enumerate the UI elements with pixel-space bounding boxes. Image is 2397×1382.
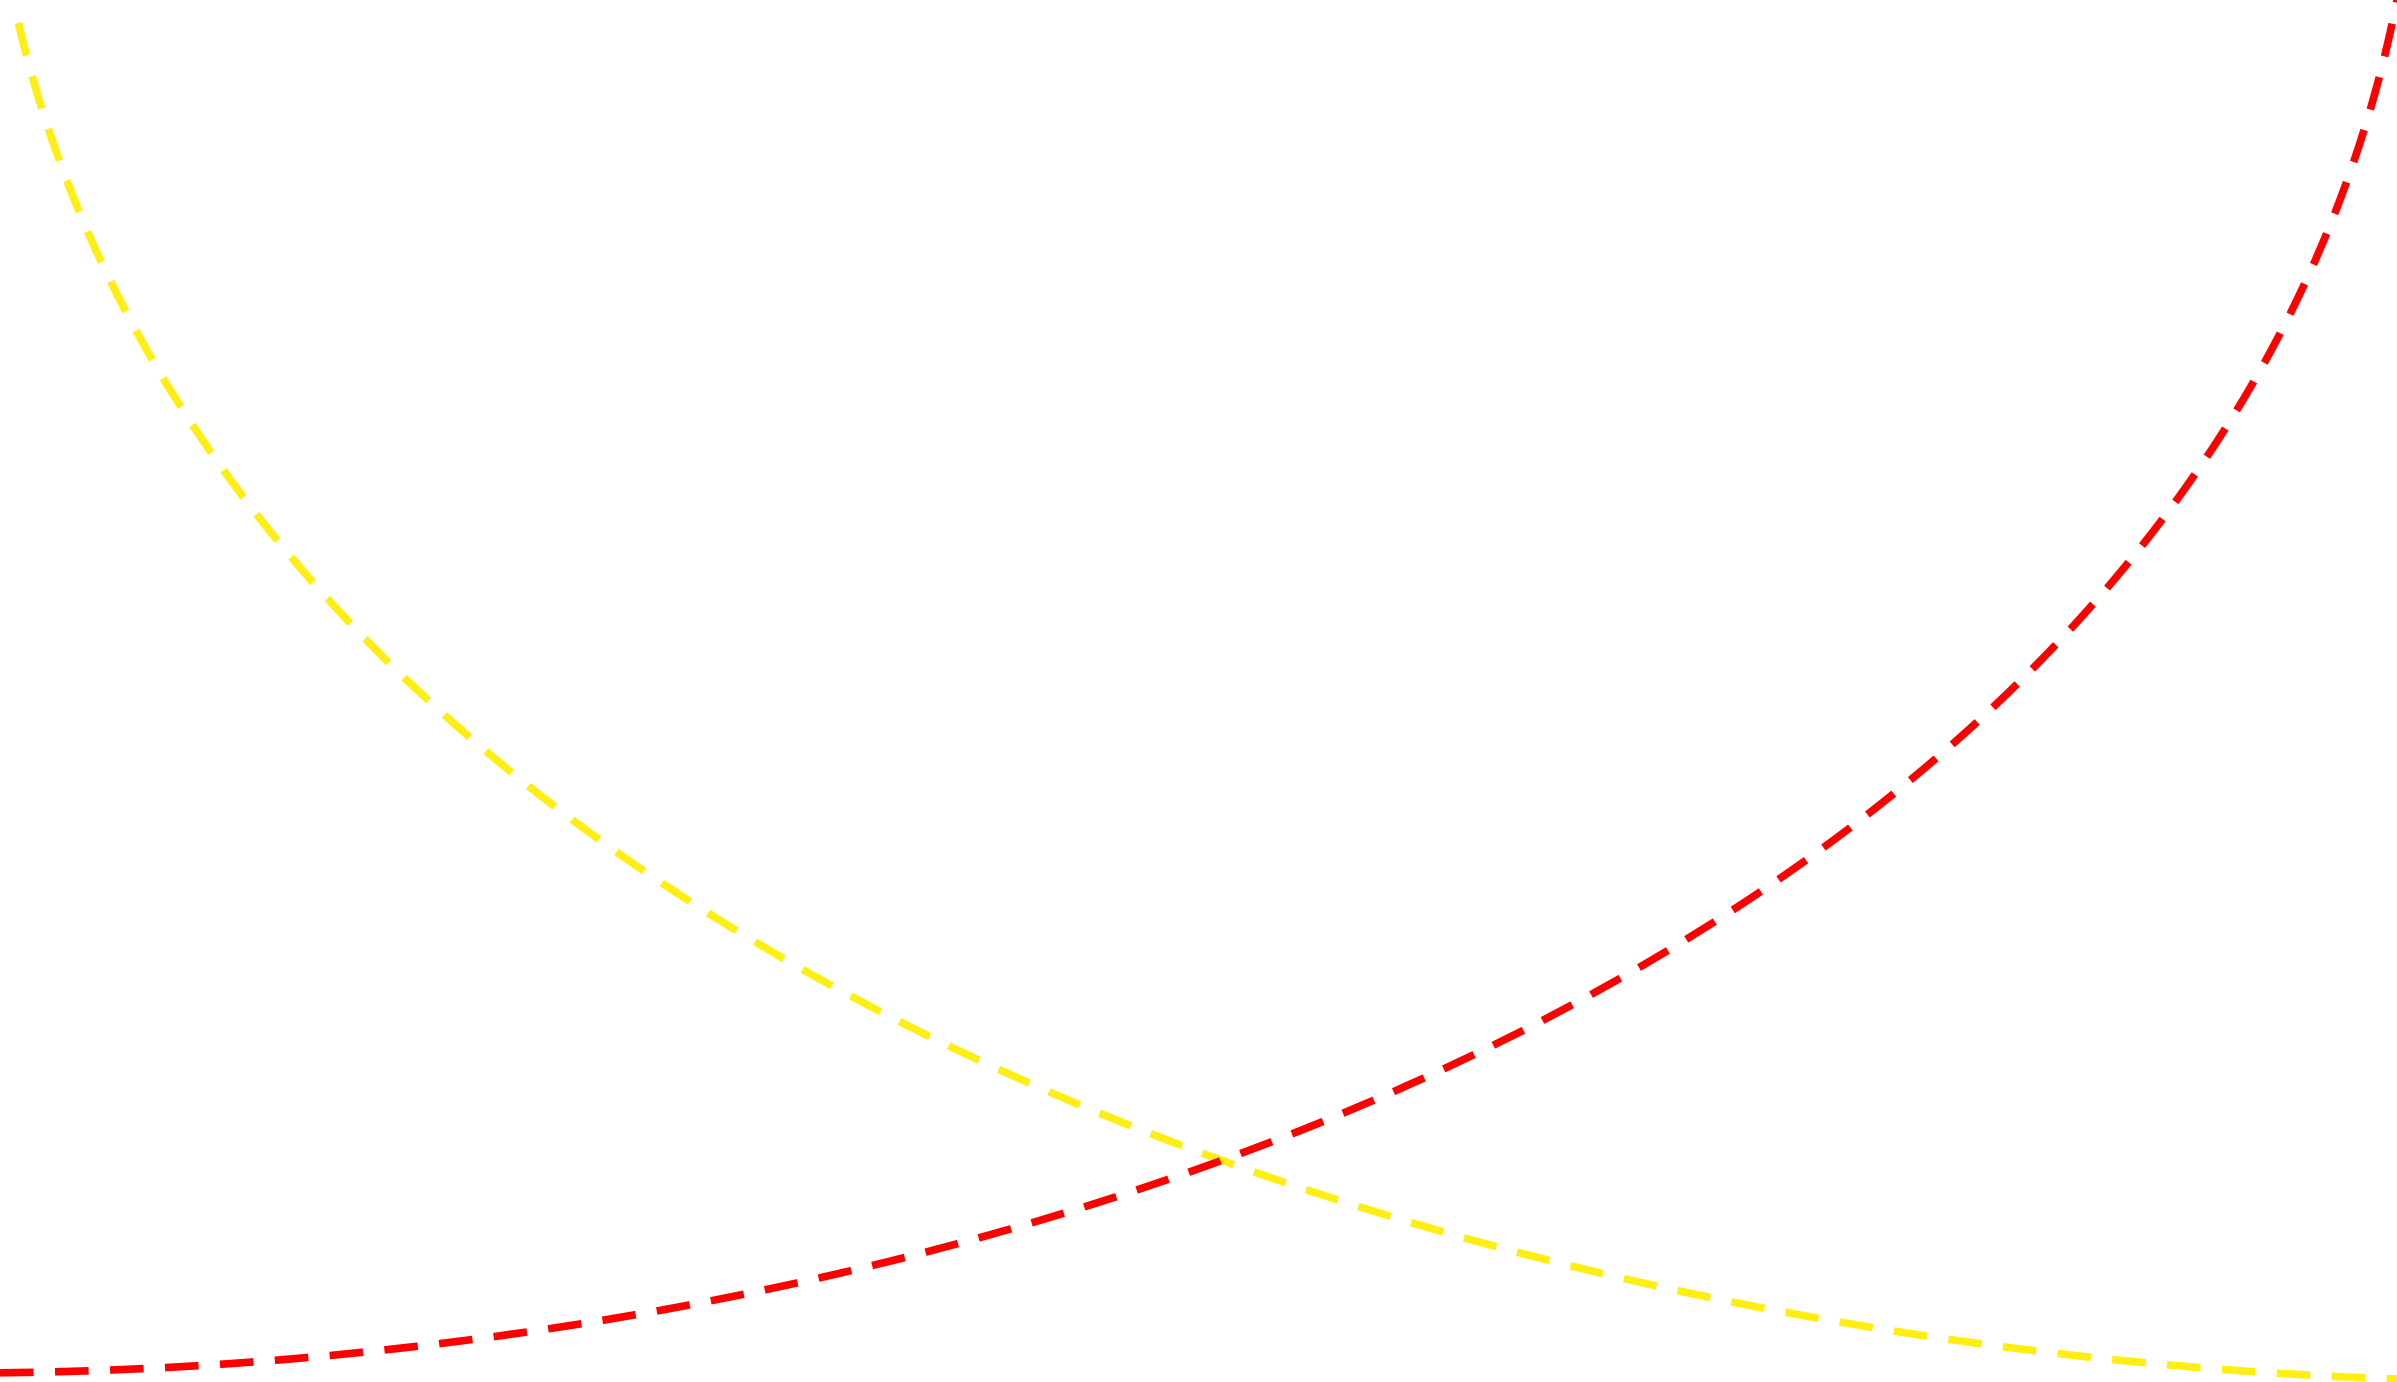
- yellow-curve: [14, 22, 2397, 1382]
